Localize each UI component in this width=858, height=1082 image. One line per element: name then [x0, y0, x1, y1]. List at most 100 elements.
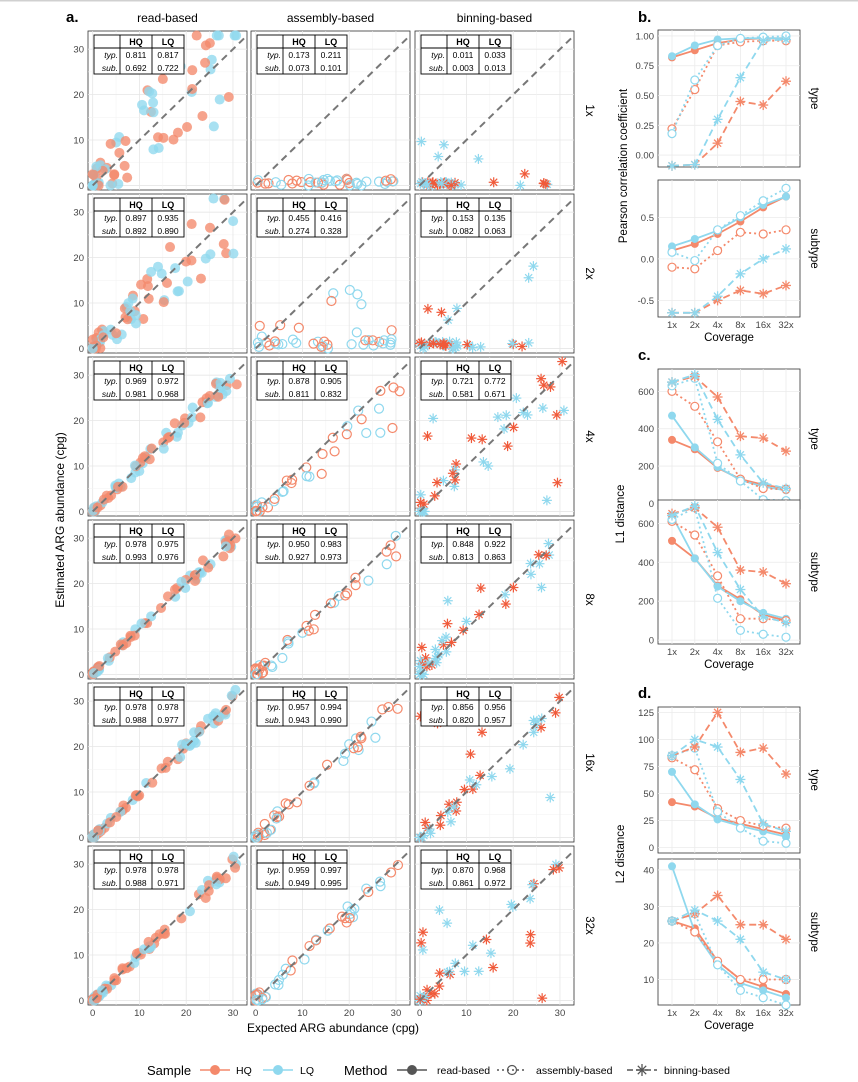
scatter-point	[558, 405, 569, 416]
scatter-panel-read-based-4x: HQ LQ typ. 0.969 0.972 sub. 0.981 0.968	[87, 356, 248, 517]
scatter-point	[253, 341, 265, 352]
scatter-point	[265, 824, 277, 835]
scatter-point	[537, 403, 548, 414]
scatter-point	[218, 551, 229, 562]
stats-table-value: 0.173	[288, 50, 310, 60]
series-point	[735, 211, 746, 221]
ytick-label: 30	[73, 860, 84, 871]
stats-table-value: 0.817	[157, 50, 179, 60]
panel-b: Pearson correlation coefficient 0.000.250…	[618, 29, 820, 344]
series-point	[735, 614, 746, 624]
series-point	[689, 734, 700, 745]
scatter-panel-read-based-16x: HQ LQ typ. 0.978 0.978 sub. 0.988 0.977	[87, 682, 248, 843]
stats-table-value: 0.959	[288, 865, 310, 875]
stats-table-header: LQ	[162, 200, 175, 210]
ytick-label: 10	[73, 299, 84, 310]
series-point	[781, 280, 791, 291]
scatter-point	[356, 180, 367, 191]
xtick-label: 0	[253, 1008, 258, 1019]
scatter-point	[195, 412, 206, 423]
stats-table-frame	[256, 197, 348, 238]
scatter-point	[538, 178, 549, 189]
scatter-point	[385, 540, 396, 551]
scatter-point	[523, 337, 534, 348]
ytick-label: 600	[638, 519, 654, 530]
scatter-point	[310, 935, 322, 946]
scatter-point	[250, 832, 262, 843]
series-line	[671, 195, 787, 248]
scatter-point	[317, 448, 328, 460]
stats-table-header: HQ	[129, 363, 143, 373]
scatter-point	[466, 433, 477, 444]
series-binning-based-LQ	[667, 734, 791, 837]
scatter-point	[271, 813, 282, 824]
stats-table-row-label: typ.	[267, 702, 281, 712]
xtick-label: 4x	[713, 1008, 723, 1019]
stats-table-row-label: typ.	[104, 702, 118, 712]
facet-frame	[657, 29, 801, 168]
scatter-point	[184, 906, 195, 917]
xtick-label: 16x	[756, 1008, 772, 1019]
series-point	[735, 823, 746, 833]
scatter-point	[433, 151, 444, 162]
stats-table-value: 0.011	[453, 50, 474, 60]
stats-table-header: LQ	[489, 37, 502, 47]
scatter-point	[528, 727, 539, 738]
xtick-label: 1x	[667, 320, 677, 331]
stats-table-row-label: sub.	[265, 63, 281, 73]
series-point	[781, 225, 791, 235]
series-point	[735, 476, 746, 486]
panel-label-d: d.	[638, 685, 651, 702]
line-panels-bcd: Pearson correlation coefficient 0.000.250…	[615, 29, 820, 1032]
scatter-point	[477, 727, 488, 738]
stats-table: HQ LQ typ. 0.959 0.997 sub. 0.949 0.995	[256, 849, 348, 890]
scatter-point	[518, 407, 529, 418]
series-point	[782, 832, 790, 841]
series-point	[758, 229, 768, 239]
stats-table-row-label: sub.	[429, 552, 445, 562]
series-point	[690, 530, 700, 540]
stats-table-row-label: typ.	[267, 213, 281, 223]
stats-table: HQ LQ typ. 0.455 0.416 sub. 0.274 0.328	[256, 197, 348, 238]
ytick-label: 0	[649, 843, 654, 854]
series-point	[758, 611, 769, 622]
ytick-label: 0	[79, 181, 84, 192]
scatter-panel-binning-based-2x: HQ LQ typ. 0.153 0.135 sub. 0.082 0.063	[414, 193, 575, 354]
scatter-point	[441, 632, 452, 643]
scatter-point	[130, 318, 141, 329]
scatter-point	[328, 288, 339, 299]
scatter-point	[148, 97, 159, 108]
panel-b-ylabel: Pearson correlation coefficient	[618, 88, 630, 243]
series-point	[735, 431, 746, 442]
scatter-point	[370, 732, 381, 743]
scatter-grid-panel-a: read-based assembly-based binning-based Est…	[53, 11, 595, 1035]
scatter-panel-read-based-32x: HQ LQ typ. 0.978 0.978 sub. 0.988 0.971	[87, 845, 248, 1006]
stats-table-value: 0.995	[320, 878, 342, 888]
facet-strip-subtype: subtype	[808, 912, 820, 952]
ytick-label: 20	[73, 905, 84, 916]
panel-label-a: a.	[66, 9, 79, 26]
scatter-point	[303, 625, 314, 636]
scatter-point	[380, 175, 391, 186]
series-point	[712, 807, 723, 817]
stats-table-value: 0.153	[452, 213, 474, 223]
facet-strip-type: type	[808, 769, 820, 791]
scatter-point	[211, 30, 222, 41]
scatter-point	[286, 477, 297, 489]
stats-table-row-label: sub.	[429, 878, 445, 888]
stats-table-row-label: typ.	[431, 865, 445, 875]
facet-d-subtype: 10 20 30 40 subtype 1x 2x 4x 8x 16x 32x Coverage	[643, 858, 820, 1032]
scatter-point	[230, 684, 241, 695]
stats-table: HQ LQ typ. 0.969 0.972 sub. 0.981 0.968	[93, 360, 185, 401]
scatter-point	[218, 238, 229, 249]
xtick-label: 32x	[778, 647, 794, 658]
scatter-point	[143, 936, 154, 947]
facet-frame	[657, 706, 801, 854]
legend: Sample HQ LQ Method read-based assembly-…	[147, 1063, 730, 1078]
row-strip-4x: 4x	[583, 430, 595, 442]
scatter-point	[502, 441, 513, 452]
stats-table-row-label: typ.	[267, 50, 281, 60]
scatter-point	[191, 30, 202, 41]
stats-table-header: LQ	[489, 689, 502, 699]
scatter-panel-binning-based-8x: HQ LQ typ. 0.848 0.922 sub. 0.813 0.863	[414, 519, 575, 680]
